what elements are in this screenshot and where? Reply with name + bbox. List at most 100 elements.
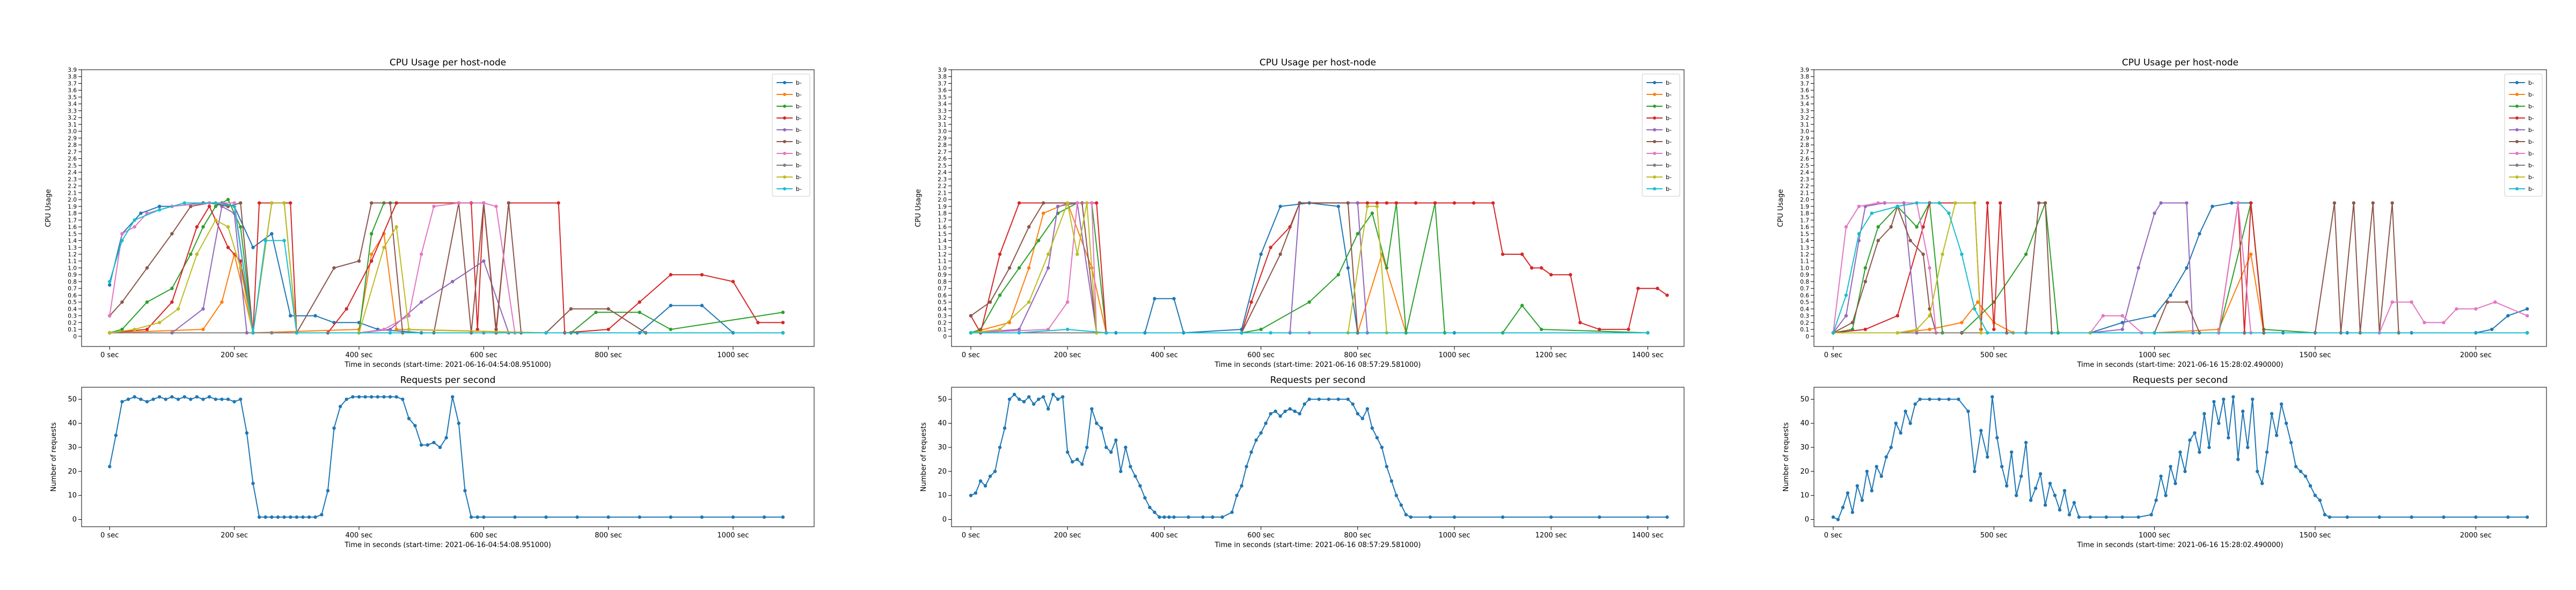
data-point: [1143, 496, 1146, 499]
legend-label: b-: [1666, 103, 1672, 110]
data-point: [270, 201, 273, 204]
y-tick-label: 3.0: [1800, 129, 1809, 135]
y-tick-label: 3.2: [938, 115, 947, 121]
data-point: [2506, 314, 2509, 318]
data-point: [1269, 331, 1272, 334]
y-axis-label: CPU Usage: [45, 189, 53, 227]
data-point: [420, 300, 423, 304]
y-tick-label: 0.5: [1800, 299, 1809, 306]
data-point: [1075, 458, 1079, 461]
data-point: [1056, 397, 1059, 401]
y-tick-label: 0.8: [68, 279, 77, 285]
data-point: [1999, 201, 2002, 204]
data-point: [438, 446, 442, 449]
series-line: [971, 203, 1648, 333]
y-tick-label: 2.3: [938, 176, 947, 183]
data-point: [2024, 253, 2028, 256]
data-point: [606, 307, 610, 311]
data-point: [2526, 331, 2529, 334]
data-point: [1018, 201, 1021, 204]
data-point: [2270, 412, 2273, 415]
x-tick-label: 400 sec: [346, 351, 373, 359]
series-line: [1833, 203, 2527, 333]
data-point: [195, 395, 199, 399]
data-point: [2153, 211, 2156, 215]
data-point: [2185, 300, 2188, 304]
y-tick-label: 1.6: [1800, 224, 1809, 231]
data-point: [1042, 211, 1045, 215]
data-point: [2077, 515, 2081, 519]
legend-label: b-: [796, 186, 802, 193]
series-5: [108, 201, 785, 335]
data-point: [1896, 314, 1899, 318]
data-point: [2506, 515, 2509, 519]
y-tick-label: 0.1: [938, 327, 947, 333]
series-line: [971, 203, 1648, 333]
data-point: [158, 205, 161, 208]
data-point: [575, 515, 579, 519]
data-point: [1018, 397, 1021, 401]
data-point: [781, 515, 785, 519]
legend-label: b-: [1666, 186, 1672, 193]
y-tick-label: 1.0: [1800, 265, 1809, 271]
data-point: [1235, 494, 1238, 497]
data-point: [1928, 314, 1931, 318]
data-point: [2198, 232, 2201, 235]
data-point: [370, 201, 373, 204]
legend: b-b-b-b-b-b-b-b-b-b-: [1642, 74, 1680, 196]
y-tick-label: 2.1: [1800, 190, 1809, 196]
data-point: [1124, 446, 1127, 449]
data-point: [282, 201, 286, 204]
y-tick-label: 3.5: [1800, 94, 1809, 101]
y-axis-label: Number of requests: [920, 422, 928, 491]
legend-label: b-: [1666, 127, 1672, 134]
data-point: [2299, 470, 2302, 473]
data-point: [700, 273, 704, 276]
cpu-usage-chart-run-3: CPU Usage per host-node0 sec 500 sec 1000 …: [1777, 57, 2546, 369]
data-point: [1298, 412, 1301, 415]
data-point: [432, 441, 435, 444]
data-point: [201, 397, 204, 401]
data-point: [201, 225, 204, 228]
y-tick-label: 2.0: [68, 197, 77, 203]
y-tick-label: 2.2: [1800, 183, 1809, 190]
data-point: [214, 205, 217, 208]
data-point: [1540, 266, 1543, 269]
data-point: [1646, 515, 1649, 519]
series-line: [109, 234, 783, 333]
y-tick-label: 0.1: [68, 327, 77, 333]
y-tick-label: 40: [68, 419, 77, 427]
data-point: [998, 253, 1001, 256]
data-point: [476, 515, 479, 519]
data-point: [1366, 407, 1369, 410]
data-point: [2183, 470, 2186, 473]
y-tick-label: 3.7: [68, 80, 77, 87]
data-point: [1027, 225, 1030, 228]
data-point: [226, 397, 230, 401]
data-point: [1346, 201, 1350, 204]
data-point: [2185, 266, 2188, 269]
y-tick-label: 0: [73, 334, 77, 340]
data-point: [2260, 482, 2264, 485]
plot-area-frame: [1814, 387, 2546, 527]
data-point: [1158, 515, 1161, 519]
data-point: [1937, 201, 1941, 204]
data-point: [451, 280, 454, 283]
legend-label: b-: [796, 103, 802, 110]
y-tick-label: 2.7: [938, 149, 947, 156]
y-tick-label: 2.7: [1800, 149, 1809, 156]
data-point: [2089, 515, 2092, 519]
data-point: [1957, 397, 1960, 401]
data-point: [2207, 446, 2211, 449]
data-point: [1153, 297, 1156, 300]
data-point: [1366, 201, 1369, 204]
data-point: [1167, 515, 1170, 519]
plot-area-frame: [82, 387, 814, 527]
data-point: [177, 397, 180, 401]
data-point: [2000, 465, 2003, 468]
data-point: [1390, 480, 1393, 483]
data-point: [1046, 407, 1050, 410]
y-tick-label: 2.0: [938, 197, 947, 203]
data-point: [1385, 465, 1388, 468]
data-point: [1104, 446, 1108, 449]
